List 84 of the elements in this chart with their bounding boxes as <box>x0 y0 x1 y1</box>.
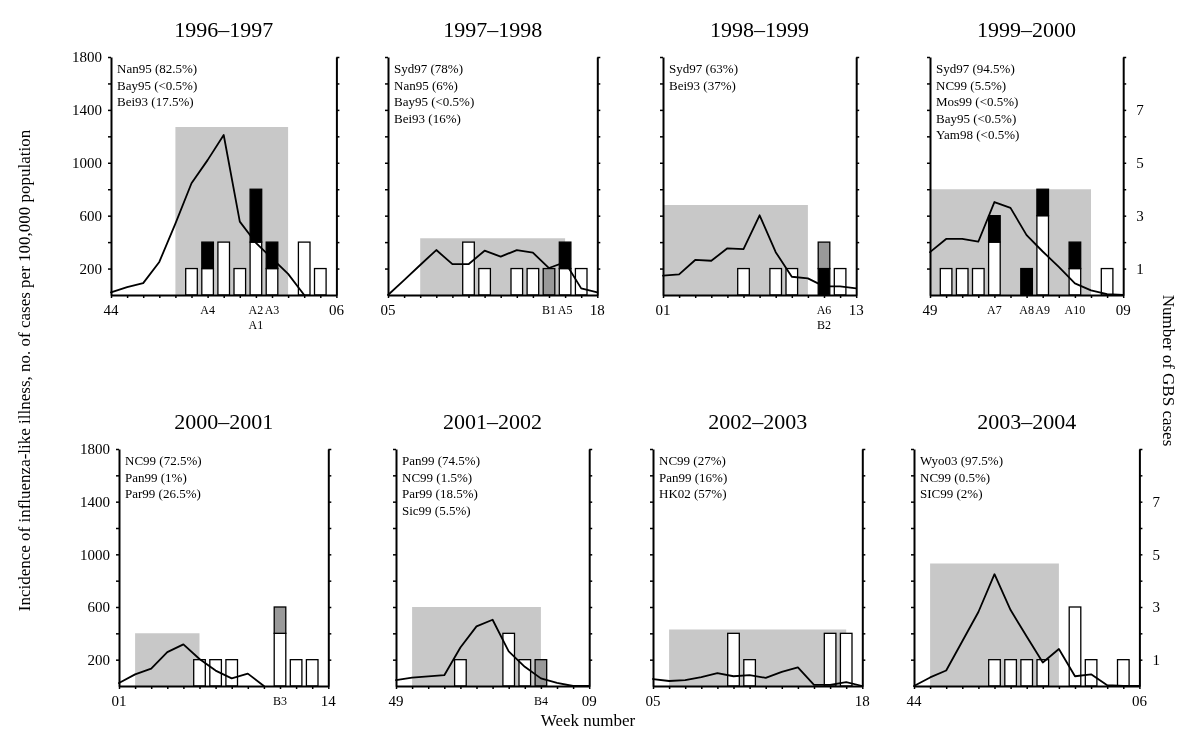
y-tick-label: 600 <box>79 207 102 224</box>
x-tick-label: A5 <box>557 303 573 317</box>
annotation: SIC99 (2%) <box>920 486 983 501</box>
x-tick-label: A7 <box>987 303 1002 317</box>
y-tick-label: 600 <box>87 599 110 616</box>
x-tick-label: 01 <box>111 693 127 709</box>
x-tick-label: B1 <box>541 303 557 317</box>
annotation: Bay95 (<0.5%) <box>117 77 198 93</box>
x-tick-label: A10 <box>1064 303 1086 317</box>
x-tick-label: 14 <box>320 693 337 709</box>
annotation: NC99 (1.5%) <box>402 469 473 485</box>
x-tick-label: A6 B2 <box>816 303 832 332</box>
annotation: Sic99 (5.5%) <box>402 502 471 518</box>
annotation: Bei93 (37%) <box>669 77 736 93</box>
x-tick-label: 18 <box>589 302 605 318</box>
x-tick-label: 44 <box>103 302 119 318</box>
x-tick-label: A3 <box>264 303 280 317</box>
chart-title: 1999–2000 <box>977 17 1077 42</box>
x-tick-label: 49 <box>388 693 404 709</box>
y-tick-label: 1800 <box>80 441 110 458</box>
annotation: Mos99 (<0.5%) <box>936 94 1019 109</box>
x-tick-label: 05 <box>645 693 661 709</box>
y2-tick-label: 1 <box>1136 260 1144 277</box>
x-tick-label: A4 <box>200 303 215 317</box>
annotation: NC99 (5.5%) <box>936 77 1007 93</box>
y2-tick-label: 3 <box>1152 599 1160 616</box>
y2-tick-label: 7 <box>1152 493 1161 510</box>
annotation: HK02 (57%) <box>659 486 727 501</box>
y2-tick-label: 5 <box>1152 546 1160 563</box>
annotation: Bei93 (16%) <box>394 110 461 126</box>
x-tick-label: 13 <box>848 302 864 318</box>
annotation: Syd97 (94.5%) <box>936 61 1015 76</box>
x-tick-label: 18 <box>854 693 870 709</box>
chart-title: 2002–2003 <box>708 409 808 434</box>
y2-axis-title: Number of GBS cases <box>1159 294 1178 447</box>
x-tick-label: 01 <box>655 302 671 318</box>
x-tick-label: 44 <box>906 693 922 709</box>
annotation: Wyo03 (97.5%) <box>920 453 1003 468</box>
y-tick-label: 200 <box>87 651 110 668</box>
y-tick-label: 200 <box>79 260 102 277</box>
annotation: NC99 (72.5%) <box>125 453 202 468</box>
y-tick-label: 1400 <box>72 102 102 119</box>
y-tick-label: 1000 <box>80 546 110 563</box>
x-tick-label: 06 <box>328 302 345 318</box>
y2-tick-label: 5 <box>1136 155 1144 172</box>
chart-title: 1997–1998 <box>443 17 543 42</box>
y-tick-label: 1000 <box>72 155 102 172</box>
annotation: Bei93 (17.5%) <box>117 94 194 109</box>
x-tick-label: 09 <box>1115 302 1131 318</box>
annotation: Pan99 (1%) <box>125 469 187 485</box>
x-tick-label: 05 <box>380 302 396 318</box>
annotation: Par99 (26.5%) <box>125 486 201 501</box>
annotation: Nan95 (6%) <box>394 77 458 93</box>
x-axis-title: Week number <box>540 711 636 730</box>
annotation: Bay95 (<0.5%) <box>936 110 1017 126</box>
y-tick-label: 1800 <box>72 49 102 66</box>
y2-tick-label: 7 <box>1136 102 1145 119</box>
annotation: Nan95 (82.5%) <box>117 61 198 76</box>
x-tick-label: A9 <box>1035 303 1051 317</box>
chart-title: 2001–2002 <box>443 409 543 434</box>
x-tick-label: A2 A1 <box>248 303 264 332</box>
y-axis-title: Incidence of influenza-like illness, no. of cases per 100,000 population <box>15 129 34 612</box>
chart-title: 2000–2001 <box>174 409 274 434</box>
y2-tick-label: 3 <box>1136 207 1144 224</box>
annotation: Par99 (18.5%) <box>402 486 478 501</box>
annotation: NC99 (27%) <box>659 453 726 468</box>
x-tick-label: B4 <box>533 694 548 708</box>
chart-title: 2003–2004 <box>977 409 1077 434</box>
y2-tick-label: 1 <box>1152 651 1160 668</box>
x-tick-label: 49 <box>922 302 938 318</box>
annotation: Yam98 (<0.5%) <box>936 127 1020 142</box>
annotation: NC99 (0.5%) <box>920 469 991 485</box>
x-tick-label: 09 <box>581 693 597 709</box>
y-tick-label: 1400 <box>80 493 110 510</box>
x-tick-label: A8 <box>1019 303 1034 317</box>
x-tick-label: 06 <box>1131 693 1148 709</box>
annotation: Bay95 (<0.5%) <box>394 94 475 109</box>
annotation: Syd97 (63%) <box>669 61 738 76</box>
annotation: Pan99 (16%) <box>659 469 728 485</box>
annotation: Syd97 (78%) <box>394 61 463 76</box>
chart-title: 1998–1999 <box>710 17 810 42</box>
chart-title: 1996–1997 <box>174 17 274 42</box>
annotation: Pan99 (74.5%) <box>402 453 480 468</box>
x-tick-label: B3 <box>272 694 288 708</box>
